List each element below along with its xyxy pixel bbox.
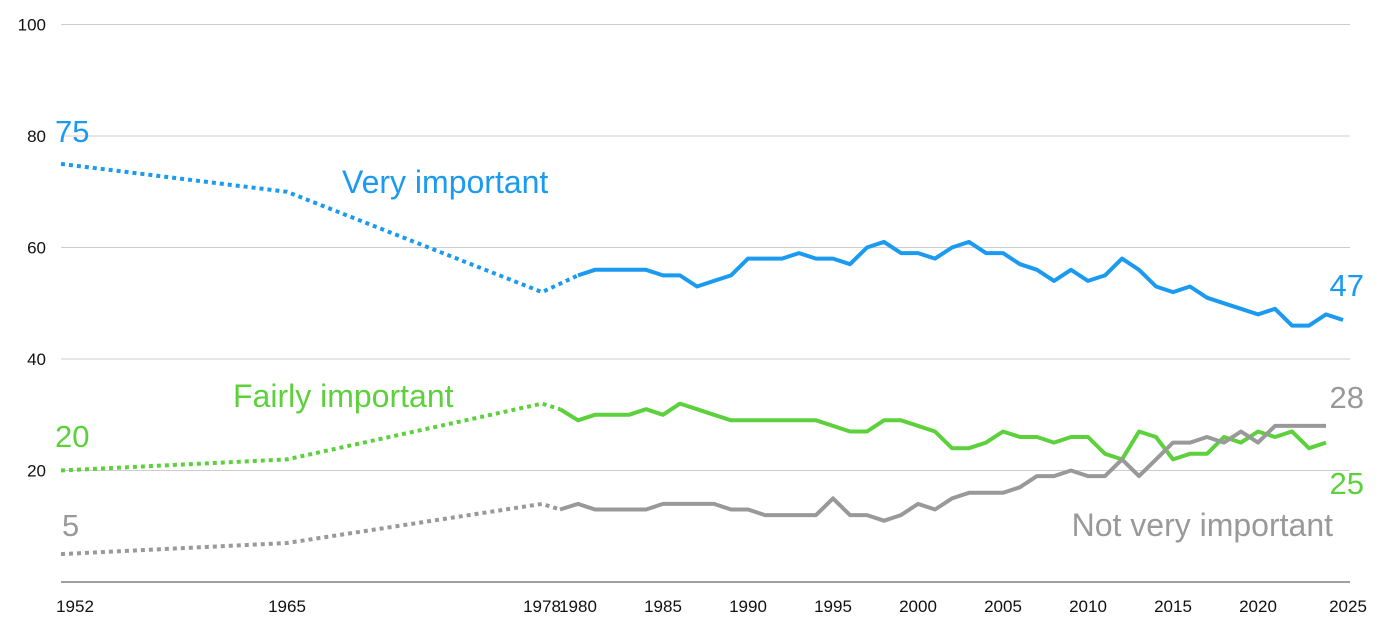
x-tick-label: 2010	[1069, 597, 1107, 616]
series-very-important-end-value: 47	[1330, 268, 1364, 303]
x-tick-label: 1980	[559, 597, 597, 616]
series-fairly-important-early-dotted	[60, 401, 561, 473]
y-tick-label: 80	[27, 127, 46, 146]
y-tick-label: 60	[27, 239, 46, 258]
gridlines	[61, 24, 1350, 583]
series-not-very-important-start-value: 5	[62, 508, 79, 543]
x-tick-label: 2000	[899, 597, 937, 616]
x-tick-label: 1995	[814, 597, 852, 616]
series-fairly-important-start-value: 20	[55, 419, 89, 454]
y-tick-label: 40	[27, 350, 46, 369]
series-fairly-important-line	[558, 401, 1327, 462]
x-tick-label: 1965	[268, 597, 306, 616]
y-axis-ticks: 20 40 60 80 100	[18, 16, 46, 481]
x-tick-label: 1978	[523, 597, 561, 616]
series-not-very-important-label: Not very important	[1072, 507, 1334, 543]
x-tick-label: 1952	[56, 597, 94, 616]
series-not-very-important-end-value: 28	[1330, 380, 1364, 415]
series-lines	[60, 161, 1344, 557]
x-tick-label: 2025	[1329, 597, 1367, 616]
x-tick-label: 1990	[729, 597, 767, 616]
series-fairly-important-end-value: 25	[1330, 466, 1364, 501]
series-labels: Very important 75 47 Fairly important 20 25 No…	[55, 114, 1364, 543]
series-not-very-important-early-dotted	[60, 501, 561, 557]
series-very-important-start-value: 75	[55, 114, 89, 149]
series-very-important-line	[577, 239, 1344, 328]
series-not-very-important-line	[559, 423, 1326, 523]
x-tick-label: 1985	[644, 597, 682, 616]
x-tick-label: 2005	[984, 597, 1022, 616]
y-tick-label: 20	[27, 462, 46, 481]
series-very-important-label: Very important	[342, 164, 548, 200]
series-very-important-early-dotted	[60, 161, 579, 295]
x-tick-label: 2020	[1239, 597, 1277, 616]
y-tick-label: 100	[18, 16, 46, 35]
x-tick-label: 2015	[1154, 597, 1192, 616]
series-fairly-important-label: Fairly important	[233, 378, 454, 414]
